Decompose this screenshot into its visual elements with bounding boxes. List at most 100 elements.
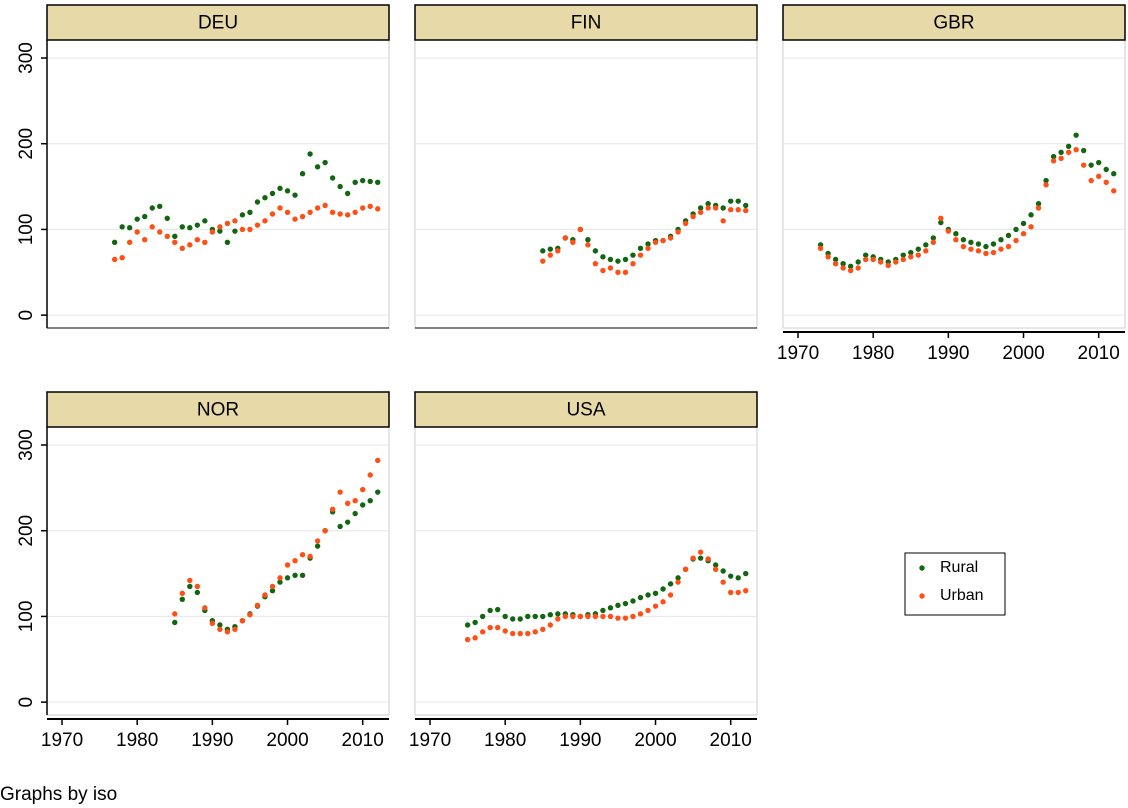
point (352, 510, 358, 517)
point (1035, 205, 1042, 211)
point (479, 613, 486, 620)
point (329, 209, 336, 215)
point (908, 249, 914, 256)
point (938, 219, 944, 226)
point (224, 220, 231, 227)
panel-header (782, 4, 1126, 41)
point (735, 575, 741, 581)
point (487, 607, 493, 614)
point (111, 256, 118, 263)
point (547, 612, 553, 618)
point (990, 241, 997, 247)
point (1013, 237, 1019, 244)
legend-label: Rural (940, 559, 978, 576)
point (847, 267, 854, 274)
point (217, 228, 223, 234)
point (960, 243, 967, 250)
point (1065, 149, 1072, 155)
point (239, 618, 246, 624)
point (284, 188, 291, 194)
point (179, 224, 185, 230)
point (682, 220, 689, 227)
note: Graphs by iso (0, 784, 117, 805)
point (1028, 224, 1034, 230)
point (577, 613, 584, 620)
point (660, 599, 666, 605)
point (119, 255, 125, 261)
point (179, 245, 185, 251)
point (735, 207, 741, 213)
y-tick-label: 0 (16, 697, 37, 708)
point (172, 239, 178, 245)
panel-title: FIN (571, 13, 602, 34)
point (585, 613, 591, 620)
point (855, 265, 861, 271)
point (1080, 162, 1087, 168)
point (247, 209, 253, 215)
y-tick-label: 100 (16, 601, 37, 633)
point (352, 209, 358, 215)
point (1095, 173, 1102, 179)
point (975, 241, 982, 247)
point (126, 239, 133, 245)
point (172, 233, 178, 239)
legend-label: Urban (940, 587, 984, 604)
point (908, 254, 914, 260)
panel-header (414, 391, 758, 428)
point (224, 239, 231, 245)
point (472, 619, 478, 626)
point (269, 583, 276, 590)
point (277, 205, 283, 211)
point (292, 558, 298, 564)
point (352, 498, 358, 504)
plot-area (414, 426, 758, 716)
point (194, 583, 201, 590)
point (149, 205, 155, 211)
point (187, 583, 193, 590)
point (517, 630, 523, 637)
point (697, 205, 704, 211)
point (262, 592, 268, 598)
point (111, 239, 118, 245)
point (600, 254, 606, 260)
point (194, 222, 201, 228)
point (307, 553, 313, 560)
point (179, 590, 185, 596)
point (697, 549, 704, 555)
point (652, 590, 659, 596)
point (975, 248, 982, 254)
point (968, 239, 974, 245)
point (630, 261, 636, 267)
point (840, 265, 846, 271)
point (540, 626, 546, 632)
point (472, 635, 478, 641)
point (832, 256, 839, 263)
point (375, 179, 381, 185)
point (292, 572, 298, 578)
plot-area (782, 39, 1126, 329)
point (667, 581, 674, 587)
point (299, 572, 306, 578)
point (479, 629, 486, 635)
point (375, 457, 381, 464)
point (555, 248, 561, 254)
point (983, 243, 989, 250)
point (630, 598, 636, 604)
point (847, 263, 854, 269)
point (667, 235, 674, 241)
point (637, 611, 644, 617)
point (464, 622, 471, 628)
point (930, 235, 937, 241)
point (577, 226, 584, 233)
point (254, 222, 261, 228)
point (968, 246, 974, 252)
point (179, 596, 185, 602)
point (292, 192, 298, 198)
point (652, 603, 659, 609)
y-tick-label: 300 (16, 429, 37, 461)
point (930, 239, 937, 245)
point (547, 246, 553, 252)
point (337, 183, 343, 190)
point (337, 489, 343, 495)
point (585, 237, 591, 243)
